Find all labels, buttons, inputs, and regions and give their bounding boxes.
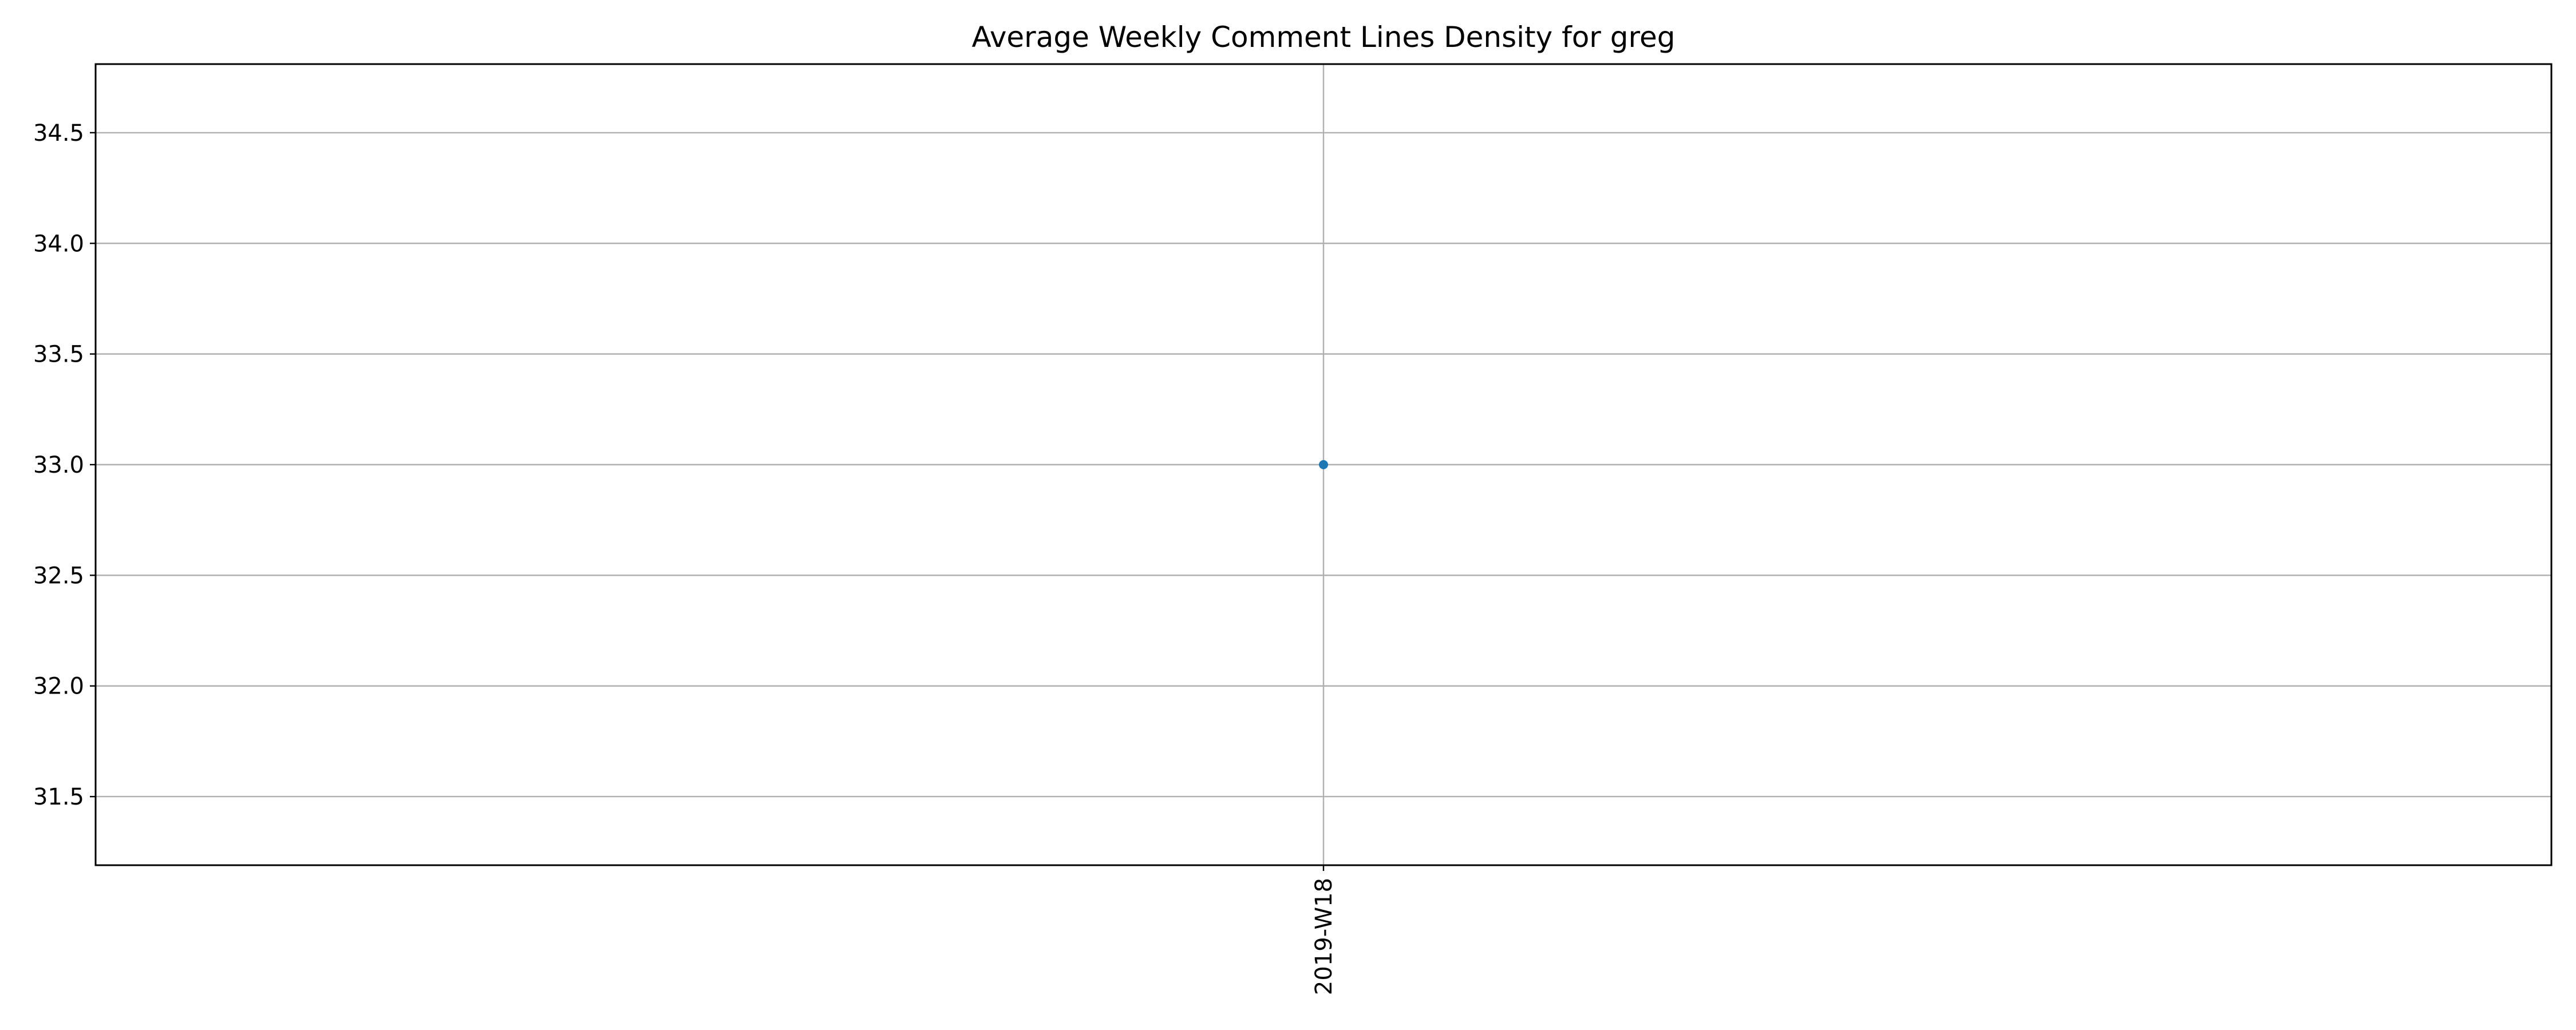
y-tick-label: 34.0 <box>33 231 84 257</box>
data-point <box>1319 460 1328 469</box>
y-tick-label: 34.5 <box>33 120 84 146</box>
y-tick-label: 33.0 <box>33 452 84 478</box>
grid <box>96 64 2551 865</box>
y-tick-label: 31.5 <box>33 784 84 810</box>
y-axis: 31.5 32.0 32.5 33.0 33.5 34.0 34.5 <box>33 120 96 810</box>
x-axis: 2019-W18 <box>1311 865 1337 995</box>
y-tick-label: 33.5 <box>33 342 84 368</box>
x-tick-label: 2019-W18 <box>1311 878 1337 995</box>
y-tick-label: 32.5 <box>33 562 84 589</box>
series-layer <box>1319 460 1328 469</box>
chart-title: Average Weekly Comment Lines Density for… <box>972 21 1676 54</box>
y-tick-label: 32.0 <box>33 674 84 700</box>
